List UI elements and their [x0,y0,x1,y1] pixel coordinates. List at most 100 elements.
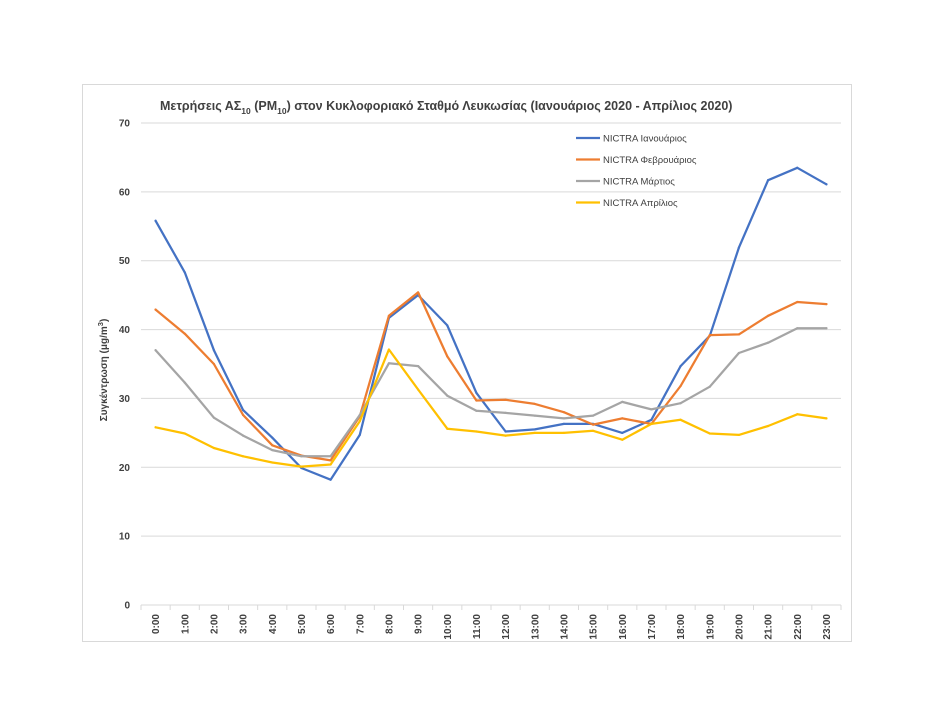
data-point [796,327,799,330]
data-point [475,391,478,395]
x-tick-label: 11:00 [472,614,483,639]
data-point [416,364,420,368]
x-tick-label: 4:00 [268,614,279,634]
data-point [504,398,507,401]
data-point [271,461,274,464]
data-point [621,417,624,420]
data-point [300,465,303,468]
data-point [504,430,507,433]
data-point [533,428,536,431]
data-point [825,302,828,306]
y-tick-label: 50 [119,256,131,267]
y-tick-label: 40 [119,325,131,336]
chart-title-suffix: ) στον Κυκλοφοριακό Σταθμό Λευκωσίας (Ια… [287,99,733,113]
data-point [212,416,216,419]
data-point [416,291,420,294]
x-tick-label: 8:00 [384,614,395,634]
x-tick-label: 18:00 [676,614,687,640]
series-line-3 [154,348,828,468]
data-point [650,408,653,411]
data-point [241,434,245,437]
x-tick-label: 9:00 [414,614,425,634]
y-tick-label: 60 [119,187,131,198]
data-point [329,463,332,466]
x-tick-label: 0:00 [151,614,162,634]
x-tick-label: 14:00 [559,614,570,640]
x-tick-label: 7:00 [355,614,366,634]
x-tick-label: 16:00 [618,614,629,640]
data-point [737,333,741,336]
data-point [271,444,274,447]
legend: NICTRA Ιανουάριος NICTRA Φεβρουάριος NICTR… [576,134,697,209]
data-point [183,432,186,435]
data-point [300,455,303,458]
data-point [183,381,186,384]
data-point [562,417,566,420]
data-point [766,314,770,317]
data-point [679,364,682,368]
data-point [708,333,711,337]
y-tick-label: 0 [124,601,130,612]
legend-label-3: NICTRA Απρίλιος [603,198,678,209]
data-point [329,478,332,481]
data-point [183,271,186,274]
data-point [766,179,770,182]
data-point [533,431,536,434]
data-point [241,413,245,417]
data-point [329,459,332,462]
y-axis-label-suffix: ) [99,319,110,322]
x-tick-label: 3:00 [239,614,250,634]
y-tick-label: 70 [119,119,131,130]
data-point [329,455,332,458]
data-point [533,414,536,417]
data-point [766,424,770,428]
x-tick-label: 6:00 [326,614,337,634]
data-point [825,417,828,420]
chart-title-prefix: Μετρήσεις ΑΣ [160,99,242,113]
data-point [241,409,245,412]
data-point [504,411,507,414]
data-point [154,308,157,311]
data-point [679,402,682,405]
data-point [591,429,595,432]
data-point [271,448,274,452]
x-axis: 0:00 1:00 2:00 3:00 4:00 5:00 6:00 7:00 8:00 9:00… [140,604,842,640]
data-point [679,384,682,388]
data-point [212,446,216,450]
chart-title-sub1: 10 [241,106,251,116]
y-axis-label-prefix: Συγκέντρωση (μg/m [99,326,110,421]
x-tick-label: 12:00 [501,614,512,640]
data-point [446,394,449,397]
data-point [358,433,361,437]
data-point [708,432,711,435]
data-point [562,422,566,426]
data-point [504,434,507,437]
data-point [591,414,595,417]
data-point [621,400,624,403]
x-tick-label: 19:00 [705,614,716,640]
data-point [154,219,157,222]
data-point [796,413,799,416]
data-point [475,409,478,412]
data-point [737,351,741,355]
chart-frame [82,84,852,642]
data-point [271,436,274,439]
x-tick-label: 15:00 [589,614,600,640]
data-point [416,388,420,391]
x-tick-label: 21:00 [764,614,775,640]
data-point [562,411,566,414]
legend-label-2: NICTRA Μάρτιος [603,177,675,188]
x-tick-label: 20:00 [734,614,745,640]
data-point [708,385,711,388]
data-point [475,399,478,402]
x-tick-label: 22:00 [793,614,804,640]
data-point [796,166,799,169]
x-tick-label: 17:00 [647,614,658,640]
legend-label-1: NICTRA Φεβρουάριος [603,155,697,166]
data-point [621,431,624,434]
x-tick-label: 23:00 [822,614,833,640]
y-axis-label: Συγκέντρωση (μg/m3) [96,319,110,422]
x-tick-label: 13:00 [530,614,541,640]
y-axis: 0 10 20 30 40 50 60 70 [119,119,131,612]
data-point [533,402,536,406]
